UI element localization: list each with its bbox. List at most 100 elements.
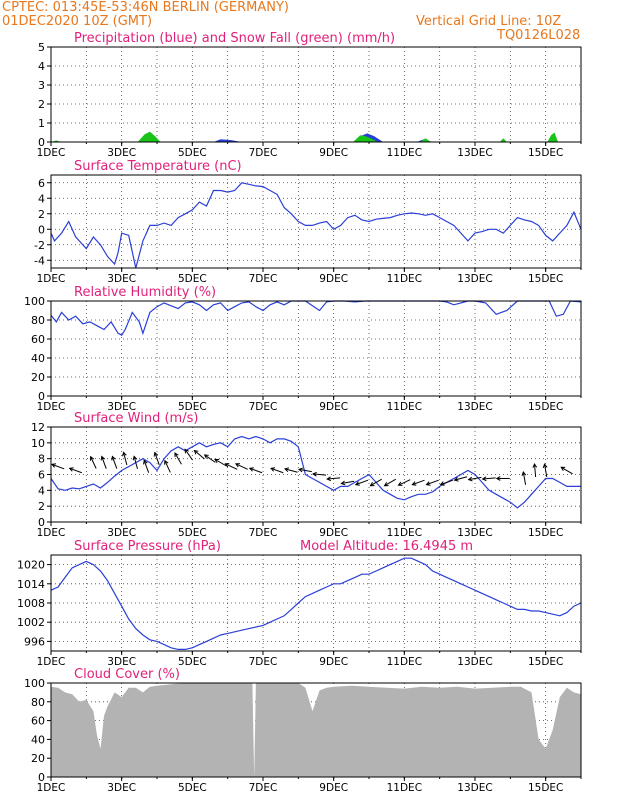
x-tick-label: 5DEC (178, 401, 207, 413)
wind-arrow-head (224, 463, 230, 468)
wind-arrow-head (100, 455, 106, 461)
x-tick-label: 13DEC (457, 656, 492, 668)
y-tick-label: 6 (38, 469, 45, 482)
x-tick-label: 9DEC (319, 401, 348, 413)
x-tick-label: 5DEC (178, 656, 207, 668)
wind-arrow-head (340, 480, 346, 486)
wind-arrow (354, 479, 369, 486)
x-tick-label: 9DEC (319, 273, 348, 285)
y-tick-label: 4 (38, 484, 45, 497)
header-grid-line: Vertical Grid Line: 10Z (416, 14, 562, 29)
x-tick-label: 3DEC (107, 527, 136, 539)
x-tick-label: 3DEC (107, 273, 136, 285)
wind-arrow-shaft (174, 452, 182, 465)
wind-arrow-shaft (154, 452, 160, 465)
wind-arrow-shaft (270, 467, 284, 474)
wind-arrow (521, 471, 527, 485)
y-tick-label: 0 (38, 771, 45, 784)
plot-frame (50, 46, 582, 143)
x-tick-label: 11DEC (387, 147, 422, 159)
wind-arrow (68, 467, 83, 474)
wind-arrow-head (383, 481, 389, 487)
y-tick-label: 20 (31, 371, 45, 384)
wind-arrow-head (326, 476, 332, 482)
wind-arrow-shaft (164, 460, 171, 473)
x-tick-label: 15DEC (528, 782, 563, 794)
y-tick-label: 12 (31, 421, 45, 434)
panel-title: Surface Pressure (hPa) (74, 539, 221, 554)
wind-arrow-shaft (522, 471, 527, 485)
wind-arrow-head (411, 481, 417, 486)
wind-arrow-head (132, 455, 138, 461)
y-tick-label: -2 (34, 239, 45, 252)
wind-arrow-shaft (440, 479, 454, 486)
x-tick-label: 13DEC (457, 273, 492, 285)
wind-arrow-shaft (184, 449, 193, 461)
header-station: CPTEC: 013:45E-53:46N BERLIN (GERMANY) (2, 0, 289, 15)
wind-arrow (234, 463, 248, 470)
wind-arrow-shaft (298, 468, 312, 473)
x-tick-label: 7DEC (249, 147, 278, 159)
wind-arrow (111, 455, 118, 469)
panel-title: Relative Humidity (%) (74, 285, 216, 300)
wind-arrow-head (425, 481, 431, 486)
wind-arrow-shaft (101, 456, 107, 469)
panel-title: Precipitation (blue) and Snow Fall (gree… (74, 31, 395, 46)
x-tick-label: 5DEC (178, 527, 207, 539)
x-tick-label: 1DEC (37, 401, 66, 413)
wind-arrow-head (234, 463, 240, 468)
wind-arrow-shaft (313, 473, 327, 476)
x-tick-label: 11DEC (387, 401, 422, 413)
wind-arrow-shaft (370, 478, 382, 487)
snowfall-area (51, 131, 559, 142)
x-tick-label: 13DEC (457, 401, 492, 413)
x-tick-label: 1DEC (37, 656, 66, 668)
model-altitude: Model Altitude: 16.4945 m (300, 539, 473, 554)
y-tick-label: 1002 (17, 616, 45, 629)
wind-arrow (248, 467, 263, 474)
wind-arrow (153, 451, 160, 465)
wind-arrow (439, 479, 454, 486)
y-tick-label: 3 (38, 79, 45, 92)
wind-arrow (383, 478, 397, 487)
y-tick-label: 1 (38, 117, 45, 130)
wind-arrow-shaft (412, 479, 425, 486)
wind-arrow-head (532, 463, 538, 468)
wind-arrow (174, 452, 182, 465)
x-tick-label: 11DEC (387, 656, 422, 668)
wind-arrow-head (542, 463, 548, 469)
wind-arrow-head (111, 455, 116, 461)
wind-arrow-head (397, 481, 403, 486)
wind-arrow-head (68, 467, 74, 472)
wind-arrow-head (153, 451, 159, 457)
wind-arrow-head (481, 476, 487, 482)
wind-arrow-head (467, 476, 473, 482)
wind-arrow-shaft (560, 466, 573, 475)
wind-arrow-head (122, 451, 127, 457)
y-tick-label: 40 (31, 352, 45, 365)
x-tick-label: 15DEC (528, 401, 563, 413)
wind-arrow (50, 463, 65, 470)
y-tick-label: 8 (38, 453, 45, 466)
y-tick-label: 0 (38, 516, 45, 529)
y-tick-label: 10 (31, 437, 45, 450)
wind-arrow (89, 455, 97, 469)
header-code: TQ0126L028 (497, 28, 581, 43)
wind-arrow (283, 467, 298, 473)
panel-title: Surface Temperature (nC) (74, 159, 242, 174)
wind-arrow-shaft (111, 456, 118, 469)
y-tick-label: 2 (38, 98, 45, 111)
wind-arrow (495, 476, 510, 481)
series-line (50, 435, 581, 509)
panel-title: Cloud Cover (%) (74, 667, 180, 682)
wind-arrow (397, 479, 411, 486)
wind-arrow-head (143, 459, 148, 465)
wind-arrow-head (297, 467, 303, 473)
x-tick-label: 1DEC (37, 273, 66, 285)
plot-frame (50, 300, 582, 397)
wind-arrow-shaft (534, 464, 537, 478)
plot-frame (50, 426, 582, 523)
wind-arrow (532, 463, 538, 478)
plot-frame (50, 174, 582, 269)
x-tick-label: 9DEC (319, 527, 348, 539)
